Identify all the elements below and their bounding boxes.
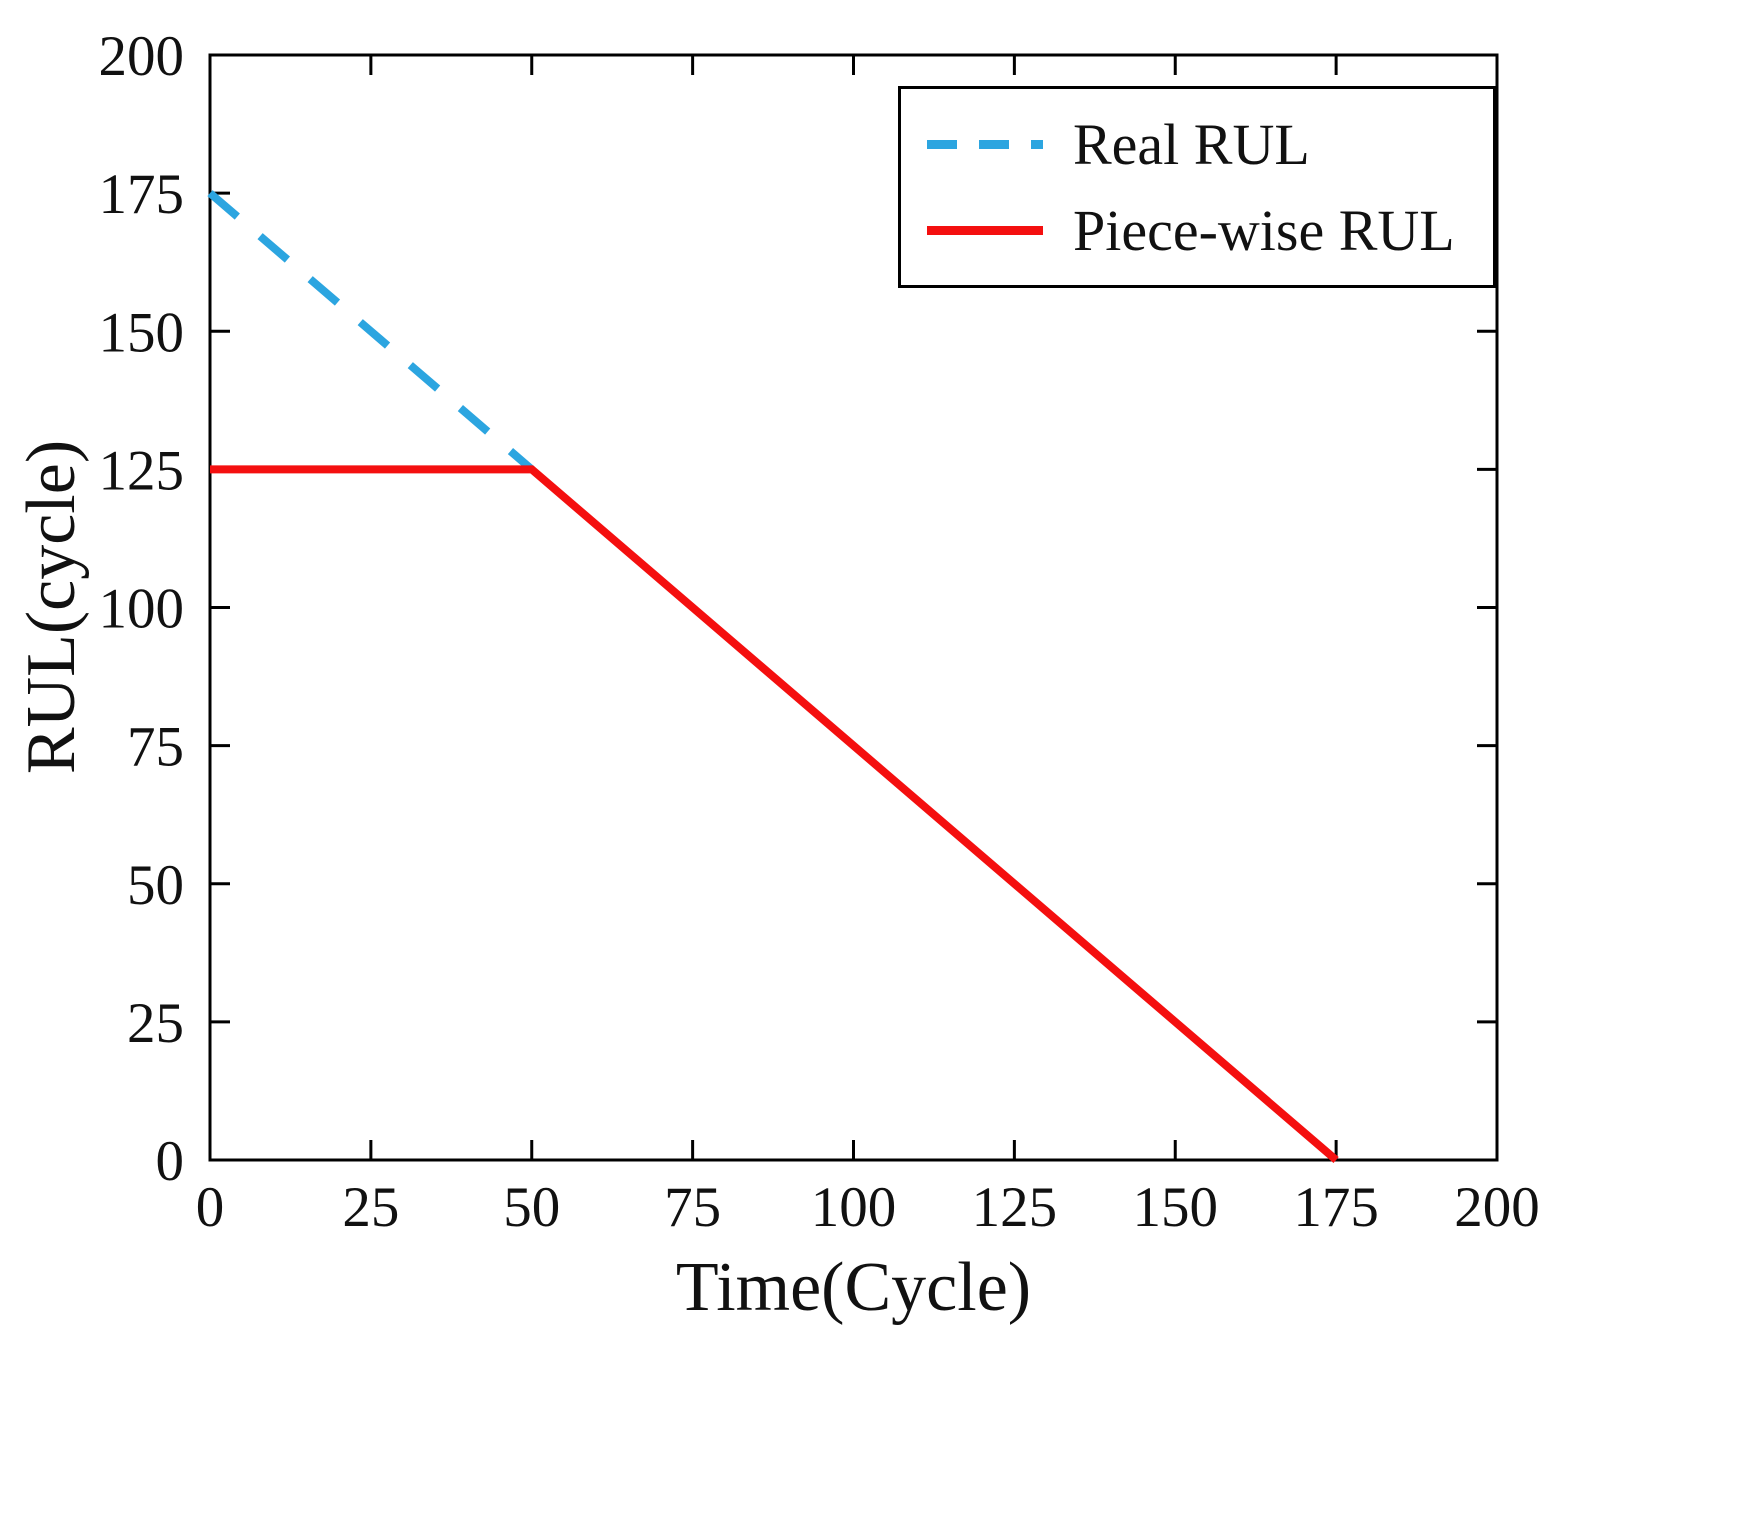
x-axis-label: Time(Cycle) [675,1249,1032,1326]
legend-label: Real RUL [1073,111,1310,177]
x-tick-label: 150 [1133,1176,1219,1239]
y-tick-label: 125 [99,439,185,502]
x-tick-label: 100 [811,1176,897,1239]
y-axis-label: RUL(cycle) [13,439,90,775]
x-tick-label: 200 [1454,1176,1540,1239]
legend-sample-solid-line [927,225,1043,235]
y-tick-label: 25 [127,992,184,1055]
y-tick-label: 0 [156,1130,185,1193]
legend-item-piece-wise-rul: Piece-wise RUL [927,195,1455,265]
y-tick-label: 200 [99,25,185,88]
x-tick-label: 125 [972,1176,1058,1239]
x-tick-label: 25 [342,1176,399,1239]
y-tick-label: 175 [99,163,185,226]
y-tick-label: 150 [99,301,185,364]
x-tick-label: 175 [1293,1176,1379,1239]
legend-sample-dashed-line [927,139,1043,149]
legend-label: Piece-wise RUL [1073,197,1455,263]
legend-item-real-rul: Real RUL [927,109,1455,179]
y-tick-label: 50 [127,854,184,917]
series-line-real-rul [207,190,535,473]
y-tick-label: 75 [127,716,184,779]
x-tick-label: 75 [664,1176,721,1239]
legend: Real RUL Piece-wise RUL [898,86,1496,288]
series-line-piece-wise-rul [210,465,1339,1164]
y-tick-label: 100 [99,578,185,641]
x-tick-label: 0 [196,1176,225,1239]
x-tick-label: 50 [503,1176,560,1239]
